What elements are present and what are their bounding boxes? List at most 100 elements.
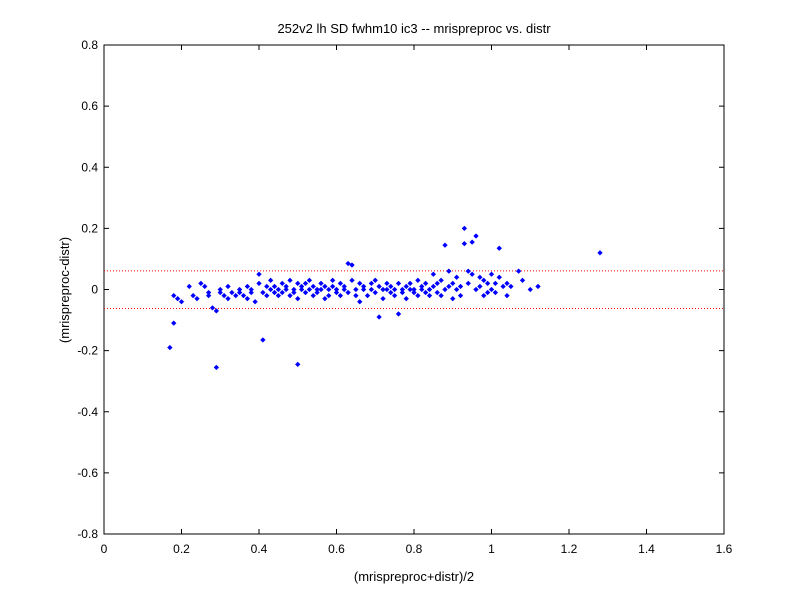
- data-point: [465, 280, 472, 287]
- data-point: [256, 280, 262, 287]
- data-point: [438, 292, 444, 299]
- data-point: [337, 292, 344, 299]
- data-point: [407, 286, 413, 293]
- data-point: [480, 292, 487, 299]
- data-point: [368, 286, 375, 293]
- data-point: [291, 289, 297, 296]
- data-point: [271, 283, 278, 290]
- data-point: [310, 283, 317, 290]
- data-point: [349, 262, 355, 268]
- data-point: [376, 283, 382, 290]
- data-point: [395, 280, 402, 287]
- y-tick-label: -0.2: [77, 344, 98, 358]
- data-point: [263, 292, 270, 299]
- x-tick-label: 1: [488, 542, 495, 556]
- data-point: [283, 286, 289, 293]
- data-point: [426, 292, 433, 299]
- data-point: [236, 289, 243, 296]
- data-point: [449, 295, 456, 302]
- data-point: [279, 280, 286, 287]
- data-point: [298, 286, 305, 293]
- data-point: [504, 280, 510, 287]
- data-point: [310, 292, 317, 299]
- x-tick-label: 0.8: [406, 542, 423, 556]
- data-point: [442, 242, 448, 248]
- data-point: [325, 286, 332, 293]
- data-point: [372, 277, 379, 284]
- data-point: [333, 286, 340, 293]
- data-point: [488, 271, 495, 277]
- data-point: [345, 260, 351, 267]
- data-point: [391, 292, 398, 299]
- x-tick-label: 1.6: [716, 542, 733, 556]
- data-point: [434, 289, 441, 296]
- data-point: [434, 280, 441, 287]
- data-point: [446, 283, 452, 290]
- data-point: [217, 289, 224, 296]
- data-point: [194, 295, 200, 302]
- data-point: [380, 286, 386, 293]
- data-point: [345, 289, 351, 296]
- x-tick-label: 0: [101, 542, 108, 556]
- data-point: [306, 277, 313, 284]
- data-point: [500, 283, 506, 290]
- data-point: [341, 286, 348, 293]
- data-point: [527, 286, 534, 293]
- data-point: [380, 295, 386, 302]
- data-point: [314, 289, 320, 296]
- data-point: [453, 286, 460, 293]
- data-point: [422, 280, 429, 287]
- data-point: [480, 277, 487, 284]
- data-point: [213, 308, 220, 314]
- data-point: [267, 277, 274, 284]
- data-point: [260, 337, 266, 343]
- data-point: [515, 268, 522, 274]
- data-point: [496, 274, 503, 281]
- y-tick-label: -0.4: [77, 405, 98, 419]
- data-point: [302, 280, 309, 287]
- data-point: [287, 277, 293, 284]
- data-point: [426, 286, 433, 293]
- data-point: [229, 289, 235, 296]
- data-point: [411, 289, 417, 296]
- data-point: [353, 292, 359, 299]
- data-point: [221, 292, 227, 299]
- data-point: [449, 280, 456, 287]
- data-point: [415, 292, 421, 299]
- data-point: [407, 280, 413, 287]
- data-point: [508, 283, 514, 290]
- data-point: [477, 274, 483, 281]
- data-point: [399, 289, 406, 296]
- data-point: [329, 283, 336, 290]
- data-point: [325, 292, 332, 299]
- data-point: [217, 286, 224, 293]
- data-point: [283, 283, 289, 290]
- y-tick-label: -0.6: [77, 466, 98, 480]
- y-tick-label: 0.8: [81, 38, 98, 52]
- data-point: [279, 289, 286, 296]
- data-point: [484, 289, 491, 296]
- y-tick-label: 0: [91, 283, 98, 297]
- data-point: [170, 292, 177, 299]
- data-point: [469, 239, 475, 245]
- data-point: [457, 292, 464, 299]
- data-point: [442, 286, 448, 293]
- data-point: [504, 292, 510, 299]
- data-point: [477, 283, 483, 290]
- data-point: [174, 295, 181, 302]
- data-point: [403, 283, 410, 290]
- data-point: [287, 292, 293, 299]
- data-point: [170, 320, 177, 326]
- chart-title: 252v2 lh SD fwhm10 ic3 -- mrispreproc vs…: [277, 21, 551, 36]
- data-point: [597, 250, 603, 256]
- data-point: [356, 280, 363, 287]
- data-point: [260, 289, 266, 296]
- data-point: [519, 277, 526, 284]
- data-point: [372, 289, 379, 296]
- data-point: [422, 289, 429, 296]
- data-point: [318, 280, 324, 287]
- data-point: [337, 280, 344, 287]
- data-point: [473, 286, 479, 293]
